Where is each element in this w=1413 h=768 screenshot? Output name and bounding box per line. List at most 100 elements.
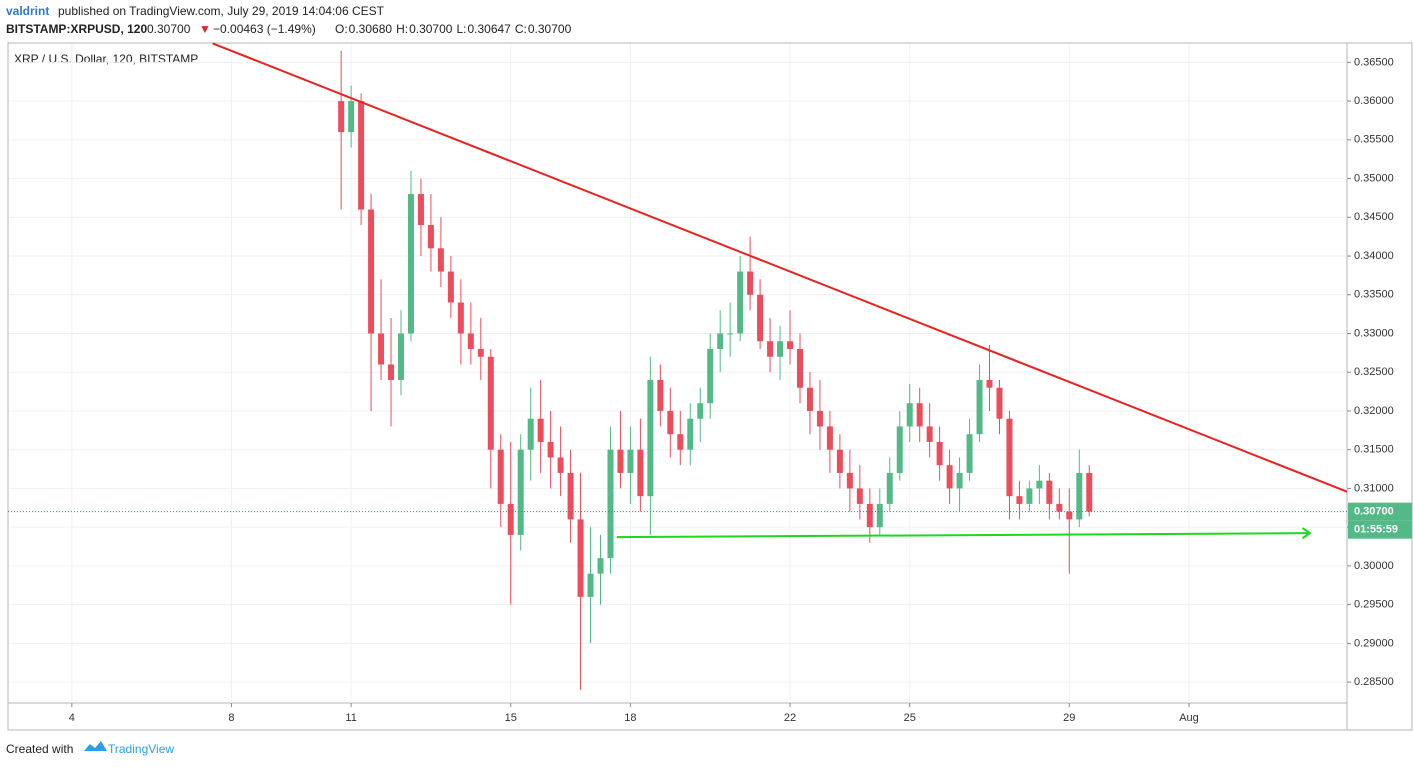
author[interactable]: valdrint <box>6 4 49 18</box>
ohlc-key: L: <box>456 22 466 36</box>
grid <box>9 44 1347 703</box>
ohlc-key: C: <box>515 22 527 36</box>
x-tick-label: Aug <box>1179 712 1199 724</box>
trendline <box>616 532 1310 539</box>
candle-body <box>986 379 993 388</box>
candle-body <box>467 333 474 349</box>
candle-body <box>1016 496 1023 504</box>
candle-body <box>667 410 674 435</box>
candle-body <box>687 418 694 450</box>
candle-body <box>358 101 365 210</box>
candle-body <box>966 434 973 473</box>
candle-body <box>348 101 355 133</box>
y-tick-label: 0.28500 <box>1354 676 1394 688</box>
candle-body <box>527 418 534 450</box>
countdown-box <box>1348 520 1412 539</box>
ohlc-key: H: <box>396 22 408 36</box>
candle-body <box>677 434 684 450</box>
candle-body <box>996 387 1003 419</box>
candle-body <box>796 348 803 388</box>
candle-body <box>697 403 704 419</box>
candle-body <box>787 341 794 349</box>
candle-body <box>906 403 913 427</box>
candle-body <box>647 379 654 497</box>
candle-body <box>836 449 843 473</box>
candle-body <box>737 271 744 334</box>
ohlc-value: 0.30647 <box>467 22 511 36</box>
x-tick-label: 29 <box>1063 712 1075 724</box>
ohlc-value: 0.30700 <box>528 22 572 36</box>
x-tick-label: 25 <box>904 712 916 724</box>
candle-body <box>747 271 754 295</box>
candle-body <box>567 472 574 520</box>
candle-body <box>936 441 943 466</box>
footer-brand[interactable]: TradingView <box>108 742 174 756</box>
candle-body <box>816 410 823 427</box>
candle-body <box>757 294 764 342</box>
candle-body <box>657 379 664 411</box>
x-tick-label: 4 <box>69 712 75 724</box>
x-tick-label: 22 <box>784 712 796 724</box>
y-tick-label: 0.30000 <box>1354 560 1394 572</box>
candle-body <box>866 503 873 528</box>
x-tick-label: 11 <box>345 712 356 724</box>
candle-body <box>946 465 953 489</box>
x-tick-label: 18 <box>624 712 636 724</box>
ohlc-key: O: <box>335 22 348 36</box>
y-tick-label: 0.34500 <box>1354 211 1394 223</box>
candle-body <box>607 449 614 559</box>
trendline <box>212 42 1348 493</box>
candle-body <box>767 341 774 357</box>
candle-body <box>1076 472 1083 520</box>
candle-body <box>856 488 863 504</box>
y-tick-label: 0.31500 <box>1354 444 1394 456</box>
candle-body <box>707 348 714 404</box>
candle-body <box>407 194 414 334</box>
y-tick-label: 0.32000 <box>1354 405 1394 417</box>
candle-body <box>926 426 933 442</box>
chart-title: XRP / U.S. Dollar, 120, BITSTAMP <box>14 52 198 66</box>
direction: ▼ <box>199 22 211 36</box>
candle-body <box>727 333 734 335</box>
candle-body <box>717 333 724 349</box>
candle-body <box>547 441 554 458</box>
candle-body <box>537 418 544 442</box>
candle-body <box>1036 480 1043 489</box>
y-tick-label: 0.35500 <box>1354 134 1394 146</box>
candle-body <box>497 449 504 504</box>
candle-body <box>417 194 424 226</box>
candle-body <box>368 209 375 334</box>
candle-body <box>627 449 634 473</box>
candle-body <box>587 573 594 597</box>
x-axis <box>7 702 1348 731</box>
candle-body <box>507 503 514 535</box>
candle-body <box>826 426 833 450</box>
trendline-arrow <box>1301 527 1312 540</box>
candle-body <box>378 333 385 365</box>
candle-body <box>806 387 813 411</box>
change: −0.00463 (−1.49%) <box>213 22 316 36</box>
candle-body <box>777 341 784 357</box>
candle-body <box>477 348 484 357</box>
candle-body <box>1026 488 1033 504</box>
candle-body <box>557 457 564 473</box>
candle-body <box>637 449 644 497</box>
candle-body <box>457 302 464 334</box>
x-tick-label: 15 <box>505 712 517 724</box>
y-tick-label: 0.33000 <box>1354 327 1394 339</box>
last-price-label: 0.30700 <box>1354 506 1394 518</box>
candle-body <box>1006 418 1013 497</box>
candle-body <box>338 101 345 133</box>
candle-body <box>916 403 923 427</box>
candle-body <box>617 449 624 473</box>
candle-body <box>876 503 883 528</box>
y-tick-label: 0.34000 <box>1354 250 1394 262</box>
ohlc-value: 0.30700 <box>409 22 453 36</box>
candle-body <box>437 248 444 272</box>
candle-body <box>956 472 963 489</box>
candle-body <box>886 472 893 504</box>
candle-body <box>976 379 983 435</box>
symbol: BITSTAMP:XRPUSD, 120 <box>6 22 147 36</box>
y-tick-label: 0.29500 <box>1354 599 1394 611</box>
